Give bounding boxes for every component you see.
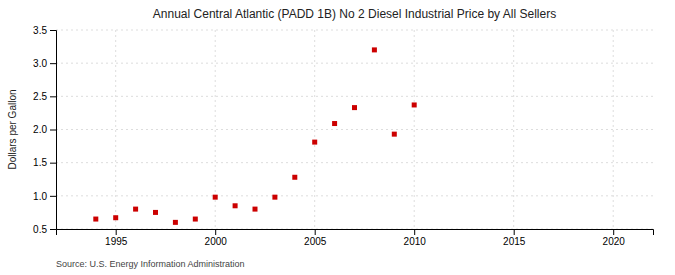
tick-mark <box>514 229 515 235</box>
tick: 1.5 <box>33 157 56 168</box>
tick: 0.5 <box>33 224 56 235</box>
grid-line <box>56 30 653 31</box>
grid-line <box>56 162 653 163</box>
tick-label: 3.5 <box>33 25 47 36</box>
tick: 1995 <box>105 229 128 247</box>
tick-mark <box>50 96 56 97</box>
y-axis-label: Dollars per Gallon <box>7 89 18 169</box>
tick: 2020 <box>603 229 626 247</box>
tick-mark <box>116 229 117 235</box>
grid-line <box>613 30 614 229</box>
tick: 3.0 <box>33 58 56 69</box>
x-axis: 1995 2000 2005 2010 2015 2020 <box>57 229 654 247</box>
point <box>412 102 417 107</box>
point <box>312 140 317 145</box>
tick-mark <box>50 130 56 131</box>
tick-label: 1.0 <box>33 191 47 202</box>
plot-area: 1995 2000 2005 2010 2015 2020 0.5 1.0 1.5 2.0 2.5 3… <box>33 25 653 247</box>
grid-line <box>56 195 653 196</box>
tick-mark <box>50 196 56 197</box>
point <box>332 121 337 126</box>
grid-line <box>513 30 514 229</box>
tick-mark <box>315 229 316 235</box>
tick-mark <box>50 163 56 164</box>
tick: 2.5 <box>33 91 56 102</box>
tick-label: 2005 <box>304 236 327 247</box>
tick-mark <box>613 229 614 235</box>
tick-label: 2.5 <box>33 91 47 102</box>
tick: 1.0 <box>33 191 56 202</box>
tick: 3.5 <box>33 25 56 36</box>
tick: 2.0 <box>33 124 56 135</box>
point <box>93 217 98 222</box>
point <box>272 195 277 200</box>
tick-label: 3.0 <box>33 58 47 69</box>
point <box>392 132 397 137</box>
tick: 2015 <box>503 229 526 247</box>
tick-label: 2000 <box>205 236 228 247</box>
point <box>153 210 158 215</box>
tick-mark <box>50 229 56 230</box>
point <box>292 175 297 180</box>
title: Annual Central Atlantic (PADD 1B) No 2 D… <box>153 7 556 21</box>
point <box>113 215 118 220</box>
tick-mark <box>414 229 415 235</box>
tick-label: 2010 <box>404 236 427 247</box>
grid-line <box>56 129 653 130</box>
tick-mark <box>215 229 216 235</box>
point <box>133 207 138 212</box>
axis-line <box>57 230 654 236</box>
axis-line <box>50 31 57 230</box>
tick-label: 2020 <box>603 236 626 247</box>
point <box>233 203 238 208</box>
source-note: Source: U.S. Energy Information Administ… <box>56 259 245 269</box>
point <box>253 207 258 212</box>
tick-mark <box>50 63 56 64</box>
grid-line <box>56 63 653 64</box>
tick-label: 1.5 <box>33 157 47 168</box>
point <box>193 217 198 222</box>
tick-label: 0.5 <box>33 224 47 235</box>
tick-mark <box>50 30 56 31</box>
grid-line <box>314 30 315 229</box>
point <box>213 195 218 200</box>
tick-label: 2.0 <box>33 124 47 135</box>
y-axis: 0.5 1.0 1.5 2.0 2.5 3.0 3.5 <box>33 25 56 235</box>
tick-label: 1995 <box>105 236 128 247</box>
tick: 2005 <box>304 229 327 247</box>
point <box>372 47 377 52</box>
grid-line <box>414 30 415 229</box>
tick: 2010 <box>404 229 427 247</box>
point <box>352 105 357 110</box>
tick: 2000 <box>205 229 228 247</box>
tick-label: 2015 <box>503 236 526 247</box>
point <box>173 220 178 225</box>
grid <box>56 30 653 229</box>
grid-line <box>56 96 653 97</box>
points <box>93 47 416 224</box>
chart: 1995 2000 2005 2010 2015 2020 0.5 1.0 1.5 2.0 2.5 3… <box>0 0 675 275</box>
grid-line <box>115 30 116 229</box>
